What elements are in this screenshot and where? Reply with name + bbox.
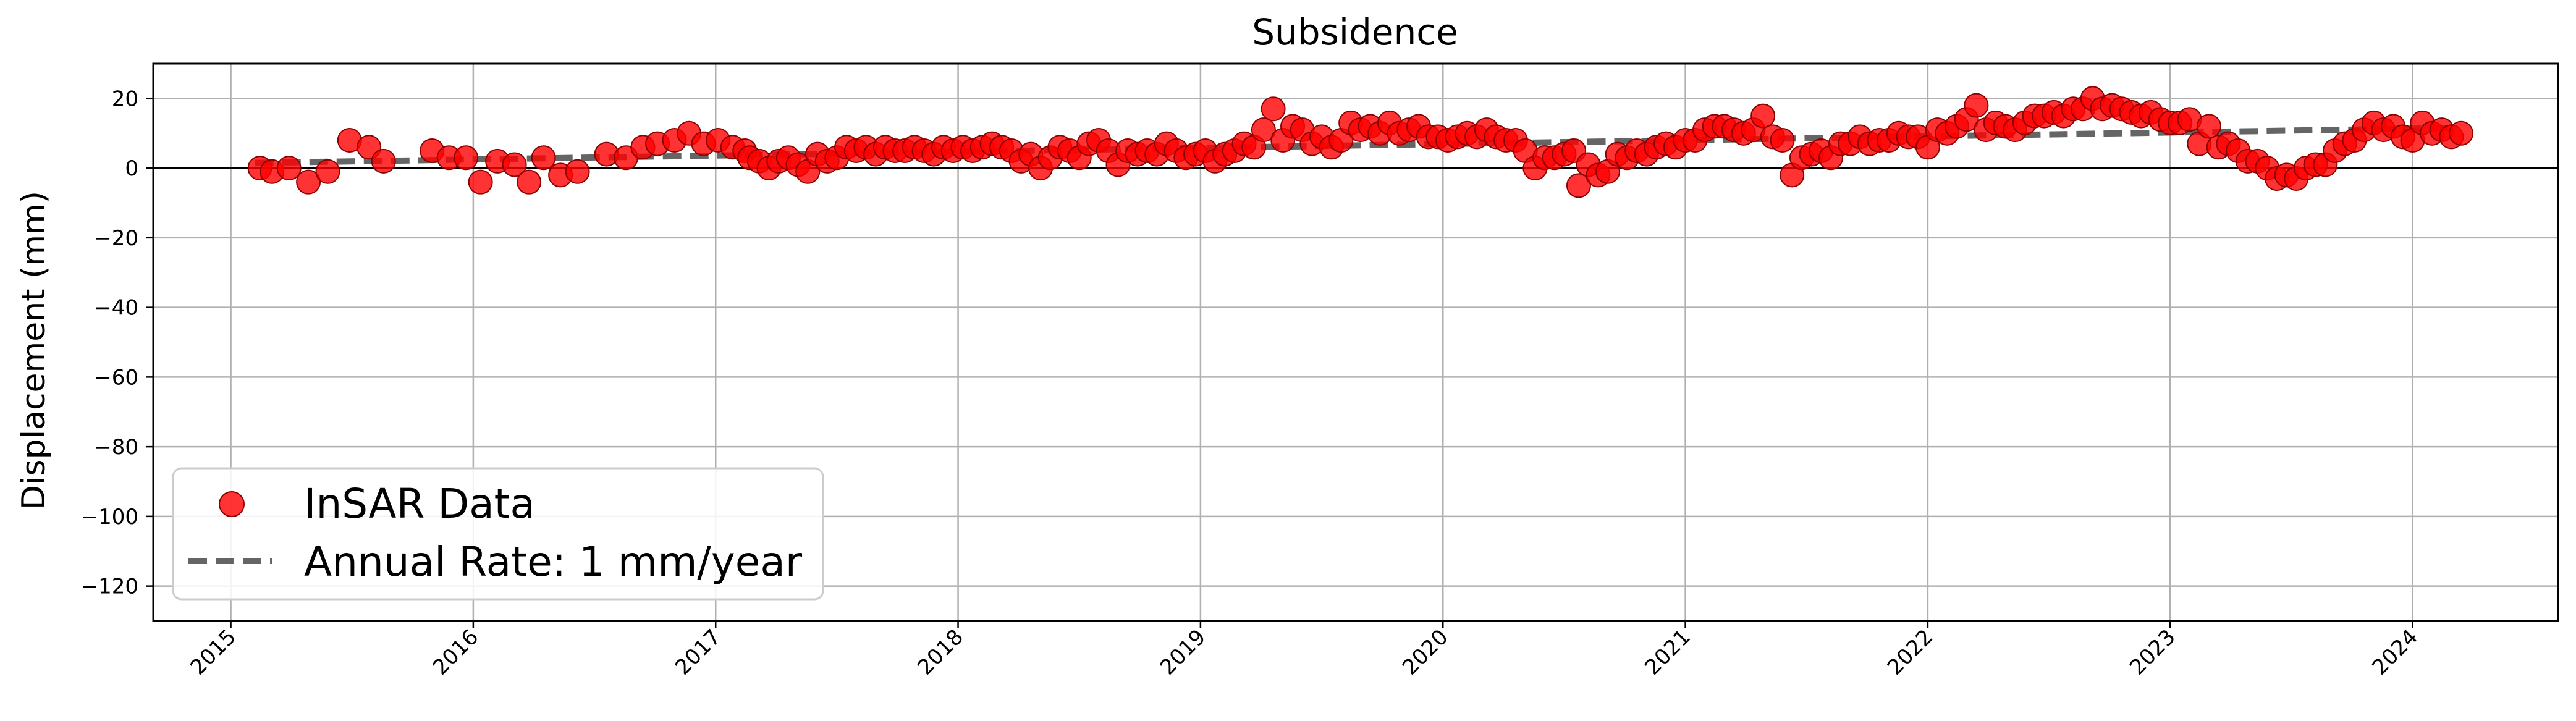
data-point	[1964, 93, 1989, 118]
data-point	[371, 148, 396, 174]
y-axis-ticks: 20 0 −20 −40 −60 −80 −100 −120	[81, 86, 153, 599]
legend-marker-insar	[219, 491, 245, 517]
data-point	[468, 169, 493, 195]
y-tick-label: −20	[94, 226, 138, 251]
data-point	[517, 169, 542, 195]
y-tick-label: −100	[81, 505, 138, 529]
y-tick-label: −80	[94, 435, 138, 460]
y-tick-label: −40	[94, 296, 138, 321]
legend: InSAR Data Annual Rate: 1 mm/year	[172, 467, 824, 601]
y-tick-label: 0	[125, 156, 138, 181]
legend-label-trend: Annual Rate: 1 mm/year	[304, 538, 803, 586]
data-point	[1750, 103, 1776, 129]
data-point	[565, 159, 590, 184]
data-point	[2197, 114, 2222, 139]
data-point	[276, 156, 302, 181]
y-tick-label: −60	[94, 365, 138, 390]
data-point	[1566, 173, 1591, 198]
data-point	[2449, 120, 2474, 146]
data-point	[315, 159, 340, 184]
y-tick-label: 20	[112, 86, 138, 111]
data-point	[531, 145, 556, 171]
legend-box	[172, 467, 824, 601]
plot-frame	[152, 62, 2559, 622]
y-tick-label: −120	[81, 575, 138, 599]
data-points	[247, 86, 2474, 198]
data-point	[1770, 128, 1795, 153]
data-point	[454, 145, 479, 171]
y-axis-title: Displacement (mm)	[15, 191, 53, 510]
data-point	[502, 152, 527, 177]
legend-label-insar: InSAR Data	[304, 480, 535, 528]
data-point	[1251, 117, 1276, 143]
data-point	[1261, 96, 1286, 122]
chart-title: Subsidence	[1252, 11, 1458, 53]
data-point	[296, 169, 321, 195]
